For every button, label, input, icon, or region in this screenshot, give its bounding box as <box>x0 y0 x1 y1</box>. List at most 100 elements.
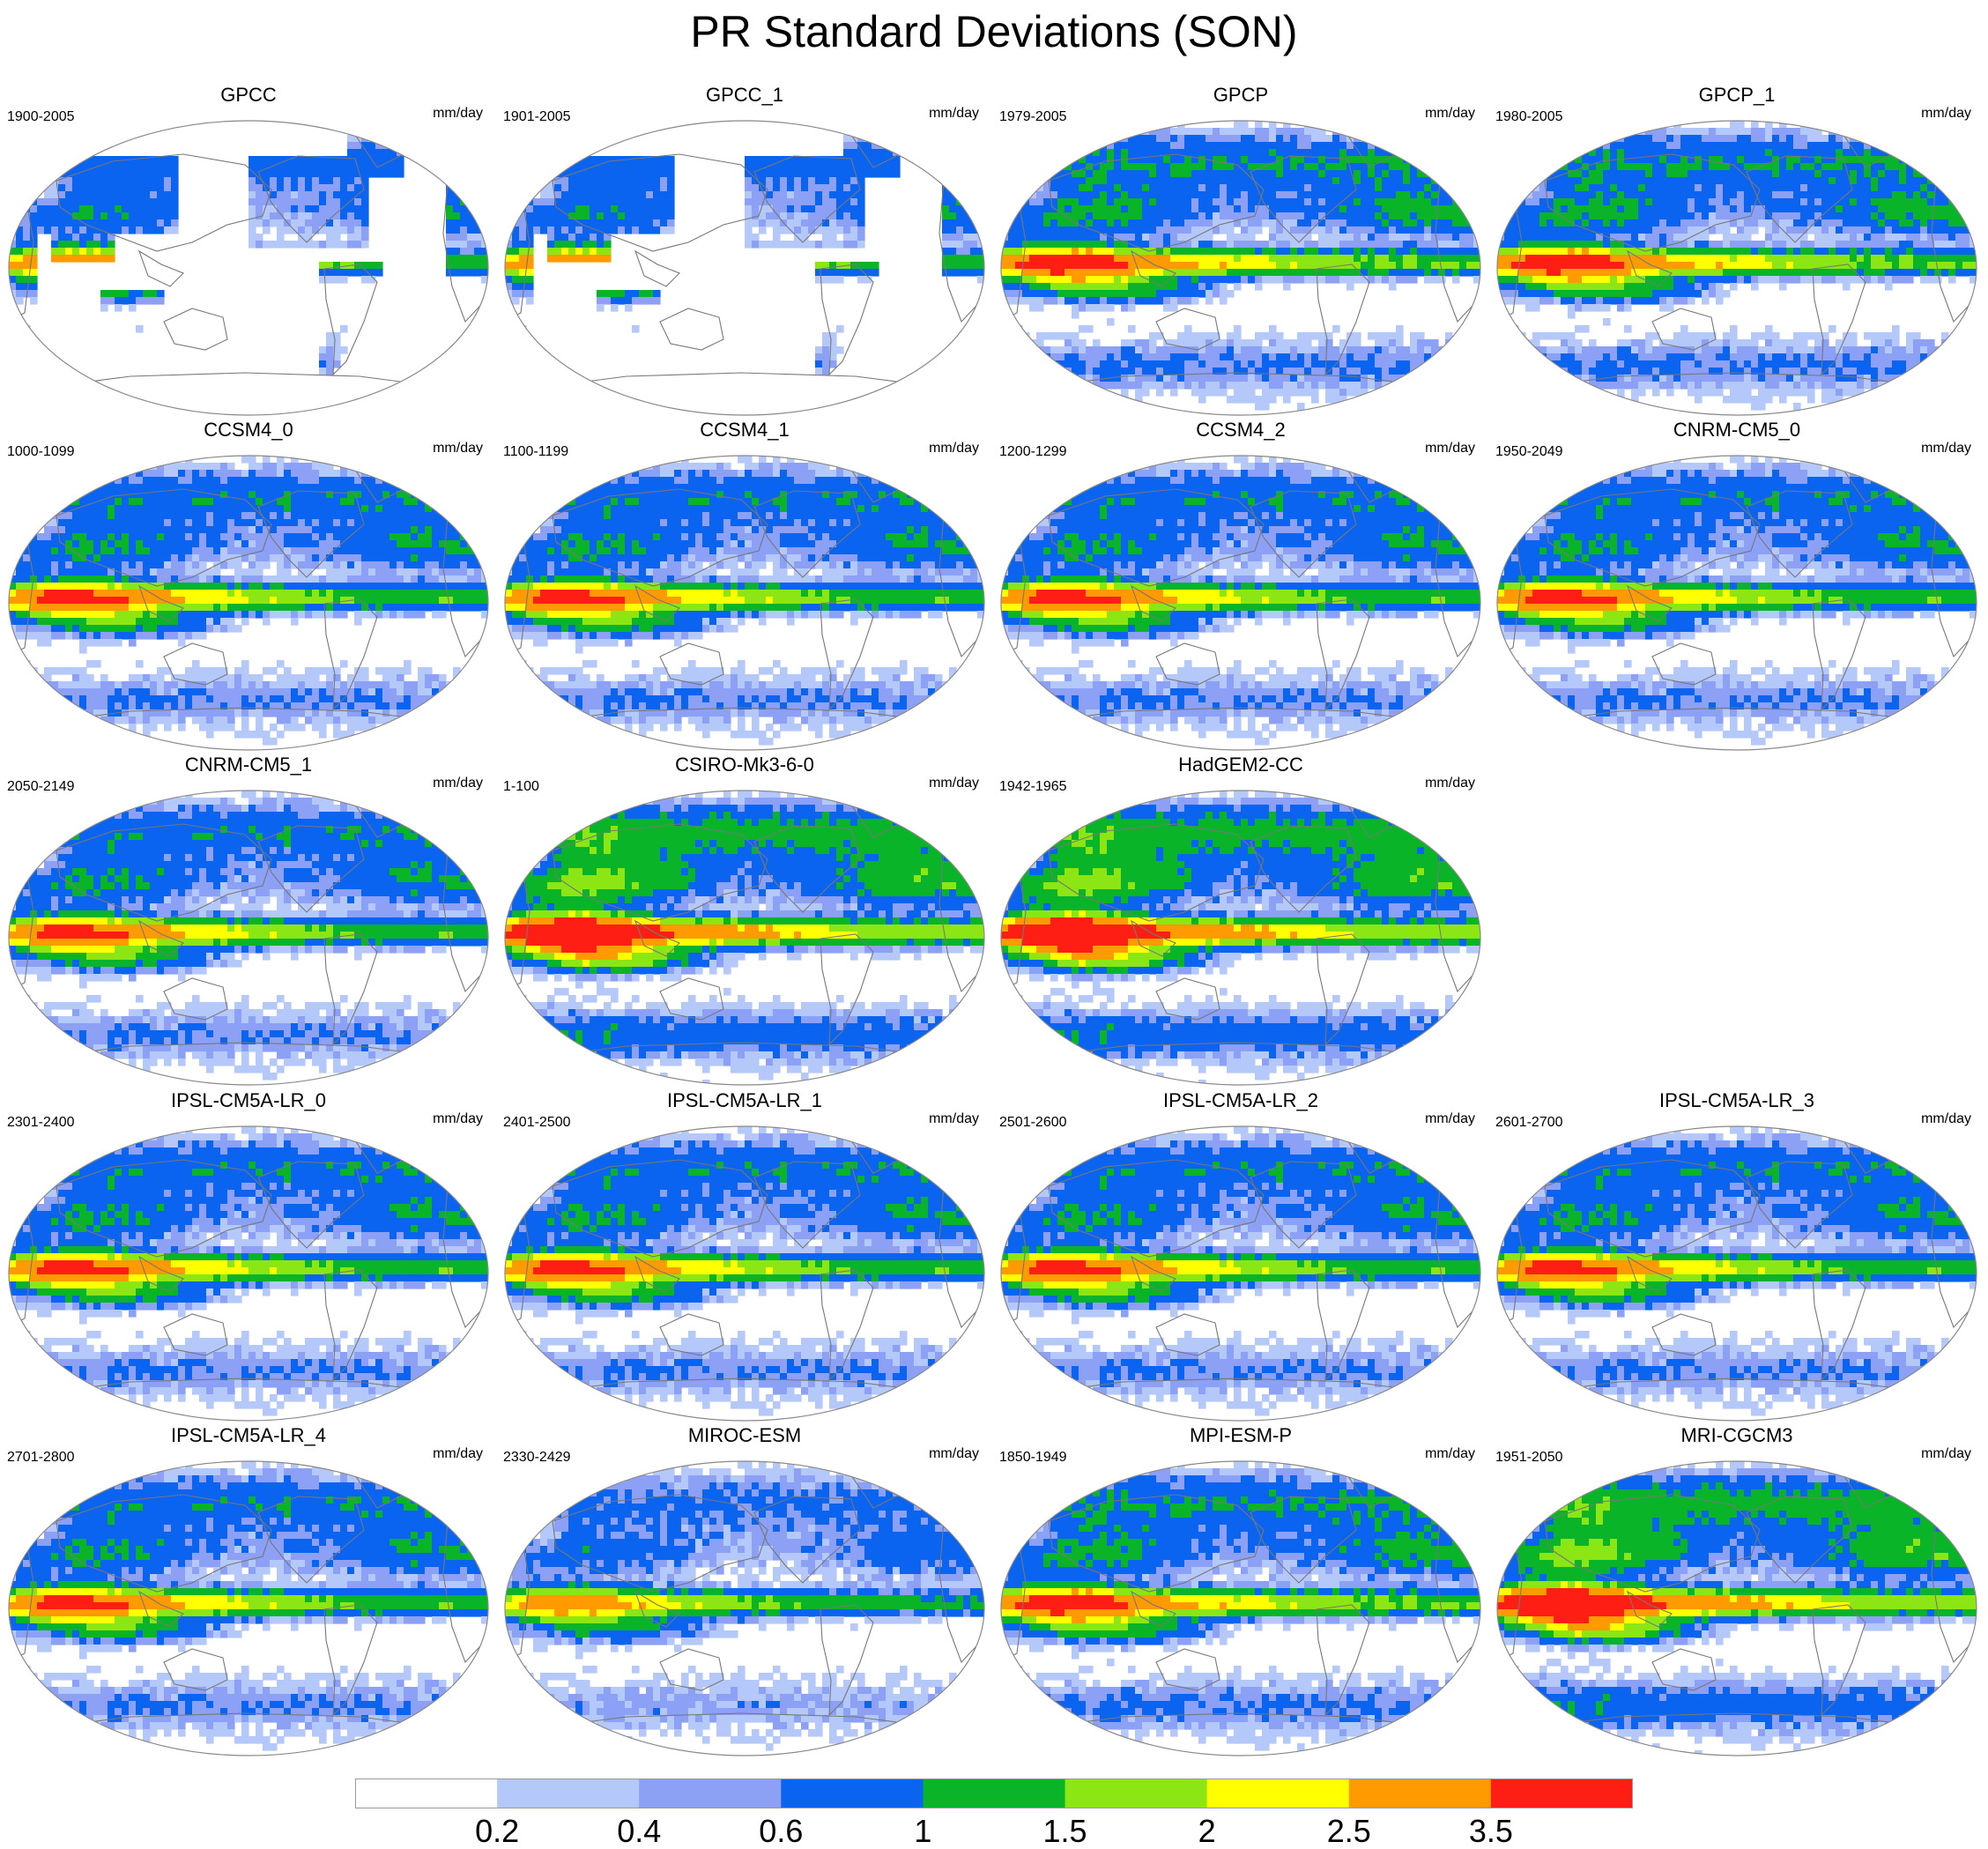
world-map <box>503 1125 986 1422</box>
colorbar-swatch <box>1349 1779 1492 1808</box>
panel-years: 1901-2005 <box>503 108 571 126</box>
colorbar-label: 1.5 <box>1043 1814 1087 1849</box>
precip-field <box>505 135 985 375</box>
world-map <box>999 454 1482 752</box>
panel-years: 1-100 <box>503 778 539 796</box>
panel-units: mm/day <box>929 775 979 792</box>
panel-units: mm/day <box>433 105 483 123</box>
panel-units: mm/day <box>929 1110 979 1128</box>
panel-units: mm/day <box>433 775 483 792</box>
panel-years: 1951-2050 <box>1495 1449 1563 1467</box>
precip-field <box>1497 456 1977 746</box>
panel-units: mm/day <box>433 440 483 457</box>
world-map <box>1495 454 1978 752</box>
precip-field <box>9 135 489 375</box>
panel-title: GPCC_1 <box>496 84 993 107</box>
world-map <box>7 1459 490 1757</box>
precip-field <box>1001 121 1481 411</box>
panel-units: mm/day <box>433 1445 483 1463</box>
world-map <box>1495 1459 1978 1757</box>
colorbar-swatch <box>639 1779 782 1808</box>
colorbar-swatch <box>355 1779 498 1808</box>
panel-units: mm/day <box>1425 440 1475 457</box>
colorbar-swatch <box>1065 1779 1208 1808</box>
panel-title: CNRM-CM5_0 <box>1488 419 1985 442</box>
colorbar-swatch <box>923 1779 1065 1808</box>
precip-field <box>9 1126 489 1416</box>
panel-title: GPCC <box>0 84 497 107</box>
panel-years: 1942-1965 <box>999 778 1067 796</box>
panel-title: IPSL-CM5A-LR_4 <box>0 1424 497 1447</box>
world-map <box>999 119 1482 417</box>
world-map <box>7 1125 490 1422</box>
precip-field <box>505 1126 985 1416</box>
panel-years: 1100-1199 <box>503 443 568 461</box>
panel-title: GPCP <box>992 84 1489 107</box>
world-map <box>1495 119 1978 417</box>
panel-title: CNRM-CM5_1 <box>0 754 497 776</box>
panel-years: 1000-1099 <box>7 443 75 461</box>
panel-title: CCSM4_0 <box>0 419 497 442</box>
panel-units: mm/day <box>1921 1445 1971 1463</box>
page-title: PR Standard Deviations (SON) <box>0 5 1988 58</box>
colorbar <box>355 1778 1633 1808</box>
colorbar-swatch <box>781 1779 924 1808</box>
world-map <box>1495 1125 1978 1422</box>
precip-field <box>505 1461 985 1751</box>
panel-years: 1979-2005 <box>999 108 1067 126</box>
panel-units: mm/day <box>1425 105 1475 123</box>
colorbar-swatch <box>1491 1779 1633 1808</box>
panel-title: IPSL-CM5A-LR_0 <box>0 1089 497 1112</box>
panel-years: 1850-1949 <box>999 1449 1067 1467</box>
precip-field <box>1497 121 1977 411</box>
world-map <box>503 789 986 1087</box>
panel-units: mm/day <box>929 1445 979 1463</box>
panel-years: 1900-2005 <box>7 108 75 126</box>
panel-units: mm/day <box>1921 440 1971 457</box>
colorbar-label: 0.2 <box>475 1814 519 1849</box>
panel-title: IPSL-CM5A-LR_1 <box>496 1089 993 1112</box>
precip-field <box>1497 1126 1977 1416</box>
panel-units: mm/day <box>1425 1110 1475 1128</box>
precip-field <box>1001 456 1481 746</box>
colorbar-label: 2 <box>1198 1814 1216 1849</box>
precip-field <box>9 791 489 1080</box>
world-map <box>999 1125 1482 1422</box>
panel-units: mm/day <box>1921 105 1971 123</box>
precip-field <box>9 1461 489 1751</box>
panel-units: mm/day <box>929 105 979 123</box>
colorbar-swatch <box>497 1779 640 1808</box>
panel-years: 1950-2049 <box>1495 443 1563 461</box>
panel-units: mm/day <box>1921 1110 1971 1128</box>
colorbar-swatch <box>1207 1779 1350 1808</box>
panel-title: CSIRO-Mk3-6-0 <box>496 754 993 776</box>
map-panel: IPSL-CM5A-LR_4 2701-2800 mm/day <box>0 1424 497 1759</box>
colorbar-label: 0.6 <box>759 1814 803 1849</box>
panel-years: 2401-2500 <box>503 1114 571 1132</box>
panel-years: 2501-2600 <box>999 1114 1067 1132</box>
panel-title: HadGEM2-CC <box>992 754 1489 776</box>
world-map <box>7 789 490 1087</box>
world-map <box>7 119 490 417</box>
map-panel: MPI-ESM-P 1850-1949 mm/day <box>992 1424 1489 1759</box>
panel-title: IPSL-CM5A-LR_2 <box>992 1089 1489 1112</box>
panel-years: 2701-2800 <box>7 1449 75 1467</box>
world-map <box>503 1459 986 1757</box>
panel-units: mm/day <box>929 440 979 457</box>
panel-title: MPI-ESM-P <box>992 1424 1489 1447</box>
panel-units: mm/day <box>1425 1445 1475 1463</box>
map-panel: IPSL-CM5A-LR_1 2401-2500 mm/day <box>496 1089 993 1424</box>
